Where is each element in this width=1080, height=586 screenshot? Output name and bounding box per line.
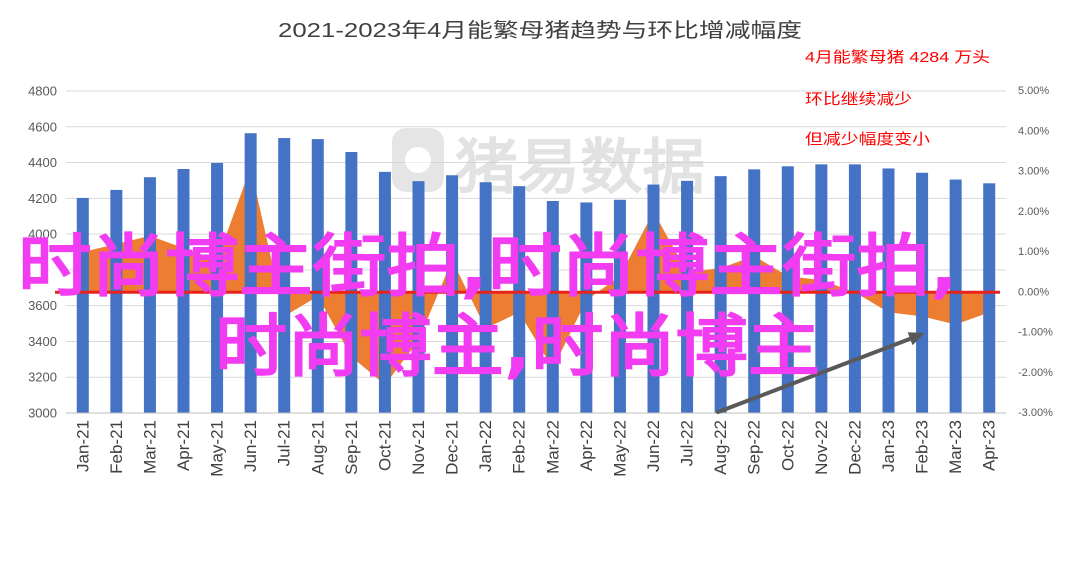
bar-feb-21 [110, 189, 123, 413]
y-left-tick-label: 4000 [28, 227, 57, 242]
x-tick-label: Jan-23 [879, 420, 898, 472]
annotation-sow-inventory: 4月能繁母猪 4284 万头 [805, 49, 990, 66]
mom-change-area [82, 167, 990, 385]
x-tick-label: May-22 [610, 420, 629, 477]
trend-arrow-head [907, 332, 925, 346]
watermark: 猪易数据 [392, 128, 705, 203]
x-tick-label: Jan-21 [73, 420, 92, 472]
x-tick-label: Jun-21 [241, 420, 260, 472]
x-tick-label: Mar-21 [140, 420, 159, 474]
y-right-tick-label: 5.00% [1018, 85, 1049, 97]
y-left-tick-label: 3400 [28, 334, 57, 349]
x-tick-label: Aug-22 [711, 420, 730, 475]
x-tick-label: Jul-22 [678, 420, 697, 466]
bar-jun-22 [647, 184, 660, 413]
bar-apr-22 [580, 202, 593, 413]
x-tick-label: Apr-21 [174, 420, 193, 471]
bar-dec-21 [446, 175, 459, 413]
y-left-tick-label: 4600 [28, 119, 57, 134]
y-right-tick-label: -1.00% [1018, 327, 1053, 339]
annotation-smaller-decline: 但减少幅度变小 [805, 131, 930, 148]
bar-jan-22 [479, 182, 492, 413]
x-tick-label: Mar-22 [543, 420, 562, 474]
y-right-tick-label: 1.00% [1018, 246, 1049, 258]
x-tick-label: Sep-22 [745, 420, 764, 475]
axes: 4800 4600 4400 4200 4000 3600 3400 3200 3000 5.00… [28, 84, 1053, 477]
x-tick-label: May-21 [208, 420, 227, 477]
bar-mar-22 [546, 201, 559, 413]
mom-area-series [82, 167, 990, 385]
x-tick-label: Nov-21 [409, 420, 428, 475]
chart-title: 2021-2023年4月能繁母猪趋势与环比增减幅度 [278, 19, 802, 42]
y-left-tick-label: 4200 [28, 191, 57, 206]
overlay-text-line-1: 时尚博主街拍,时尚博主街拍, [18, 228, 958, 307]
watermark-text: 猪易数据 [455, 133, 705, 203]
y-left-tick-label: 4400 [28, 155, 57, 170]
y-right-tick-label: 0.00% [1018, 286, 1049, 298]
x-tick-label: Feb-23 [913, 420, 932, 474]
bar-jul-22 [681, 180, 694, 413]
x-tick-label: Dec-21 [443, 420, 462, 475]
bar-jan-21 [76, 197, 89, 413]
bar-may-22 [613, 199, 626, 413]
bar-oct-22 [781, 166, 794, 413]
trend-arrow [716, 332, 925, 414]
bar-apr-23 [983, 183, 996, 413]
overlay-text: 时尚博主街拍,时尚博主街拍, 时尚博主,时尚博主 [18, 228, 958, 387]
y-left-tick-label: 3200 [28, 370, 57, 385]
bar-jun-21 [244, 133, 257, 413]
bar-nov-21 [412, 181, 425, 413]
x-tick-label: Nov-22 [812, 420, 831, 475]
bar-mar-23 [949, 179, 962, 413]
overlay-text-line-2: 时尚博主,时尚博主 [215, 308, 820, 387]
x-tick-label: Aug-21 [308, 420, 327, 475]
bar-dec-22 [848, 164, 861, 413]
bar-series [76, 133, 996, 414]
x-tick-label: Feb-22 [510, 420, 529, 474]
x-tick-label: Jul-21 [275, 420, 294, 466]
x-tick-label: Sep-21 [342, 420, 361, 475]
bar-nov-22 [815, 164, 828, 413]
x-tick-label: Apr-23 [980, 420, 999, 471]
annotation-mom-decrease: 环比继续减少 [805, 91, 912, 108]
x-tick-label: Apr-22 [577, 420, 596, 471]
bar-aug-21 [311, 139, 324, 414]
x-tick-label: Jun-22 [644, 420, 663, 472]
y-left-tick-label: 4800 [28, 84, 57, 99]
y-right-tick-label: -2.00% [1018, 367, 1053, 379]
bar-jul-21 [278, 138, 291, 413]
bar-sep-21 [345, 152, 358, 414]
bar-feb-22 [513, 186, 526, 413]
y-left-tick-label: 3600 [28, 298, 57, 313]
annotations: 4月能繁母猪 4284 万头 环比继续减少 但减少幅度变小 [805, 49, 990, 148]
bar-aug-22 [714, 176, 727, 413]
x-tick-label: Oct-22 [778, 420, 797, 471]
x-tick-label: Jan-22 [476, 420, 495, 472]
x-tick-label: Mar-23 [946, 420, 965, 474]
trend-arrow-shaft [716, 336, 913, 414]
y-left-tick-label: 3000 [28, 406, 57, 421]
y-right-tick-label: 3.00% [1018, 166, 1049, 178]
y-right-tick-label: -3.00% [1018, 407, 1053, 419]
bar-may-21 [211, 162, 224, 413]
bar-jan-23 [882, 168, 895, 413]
y-right-tick-label: 4.00% [1018, 125, 1049, 137]
x-tick-label: Feb-21 [107, 420, 126, 474]
x-tick-label: Oct-21 [375, 420, 394, 471]
x-tick-label: Dec-22 [845, 420, 864, 475]
y-right-tick-label: 2.00% [1018, 206, 1049, 218]
bar-mar-21 [143, 177, 156, 413]
watermark-logo-eye [405, 147, 431, 173]
